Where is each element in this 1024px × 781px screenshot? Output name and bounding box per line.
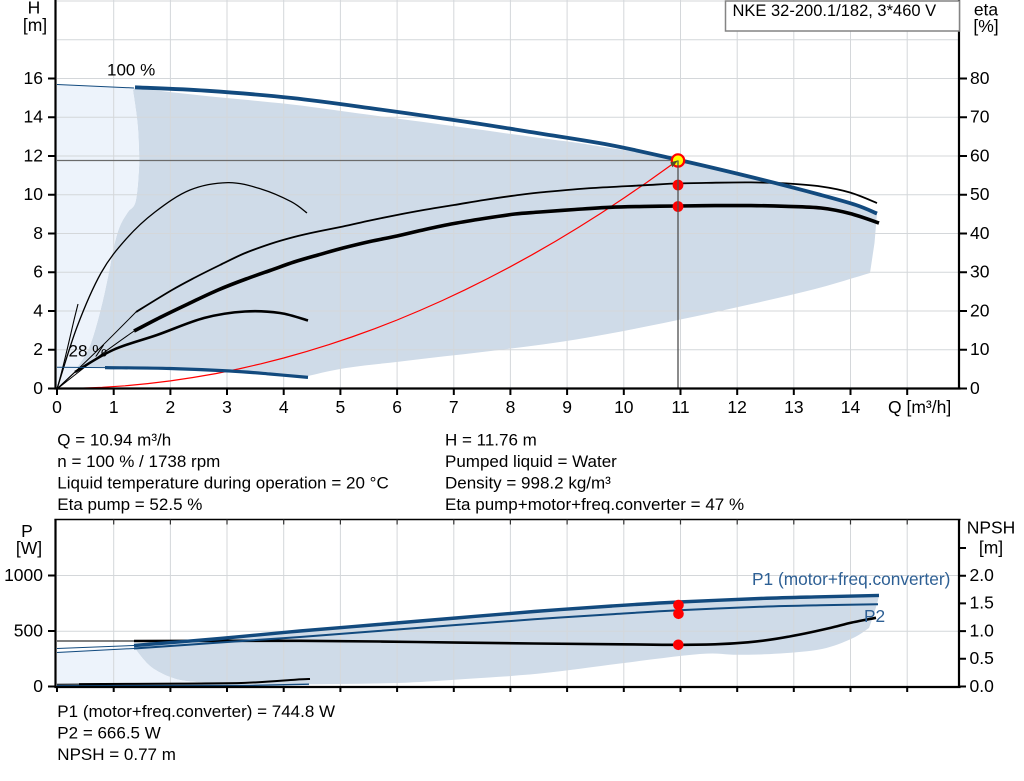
svg-text:10: 10 <box>614 397 634 417</box>
svg-text:NPSH: NPSH <box>967 518 1016 538</box>
svg-text:7: 7 <box>449 397 459 417</box>
svg-text:6: 6 <box>33 262 43 282</box>
svg-text:[%]: [%] <box>973 16 998 36</box>
svg-text:0.0: 0.0 <box>970 676 995 696</box>
svg-text:10: 10 <box>24 184 44 204</box>
svg-text:9: 9 <box>562 397 572 417</box>
svg-text:Eta pump = 52.5 %: Eta pump = 52.5 % <box>57 495 202 514</box>
svg-text:5: 5 <box>336 397 346 417</box>
svg-text:H: H <box>28 0 41 18</box>
svg-text:P2 = 666.5 W: P2 = 666.5 W <box>57 724 160 743</box>
svg-text:80: 80 <box>970 68 990 88</box>
svg-text:0: 0 <box>33 378 43 398</box>
svg-text:0.5: 0.5 <box>970 648 994 668</box>
svg-text:28 %: 28 % <box>69 342 108 361</box>
svg-text:2.0: 2.0 <box>970 565 995 585</box>
svg-text:14: 14 <box>841 397 861 417</box>
svg-text:16: 16 <box>24 68 43 88</box>
svg-text:40: 40 <box>970 223 990 243</box>
svg-text:0: 0 <box>970 378 980 398</box>
svg-text:14: 14 <box>24 107 44 127</box>
svg-text:4: 4 <box>279 397 289 417</box>
svg-text:NPSH = 0.77 m: NPSH = 0.77 m <box>57 745 176 764</box>
svg-text:[m]: [m] <box>23 15 47 35</box>
svg-text:100 %: 100 % <box>107 61 155 80</box>
svg-text:500: 500 <box>14 620 43 640</box>
svg-text:H = 11.76 m: H = 11.76 m <box>445 431 537 450</box>
svg-text:6: 6 <box>392 397 402 417</box>
svg-text:1: 1 <box>109 397 119 417</box>
svg-text:n = 100 % / 1738 rpm: n = 100 % / 1738 rpm <box>57 452 220 471</box>
svg-text:2: 2 <box>33 339 43 359</box>
svg-text:eta: eta <box>974 0 999 20</box>
svg-text:P: P <box>21 521 33 541</box>
svg-text:NKE 32-200.1/182, 3*460 V: NKE 32-200.1/182, 3*460 V <box>733 2 937 20</box>
svg-text:1.5: 1.5 <box>970 593 994 613</box>
svg-text:60: 60 <box>970 145 990 165</box>
svg-text:Q = 10.94 m³/h: Q = 10.94 m³/h <box>57 431 171 450</box>
svg-text:30: 30 <box>970 262 990 282</box>
svg-text:8: 8 <box>506 397 516 417</box>
svg-text:P1 (motor+freq.converter): P1 (motor+freq.converter) <box>752 569 950 589</box>
svg-text:Eta pump+motor+freq.converter: Eta pump+motor+freq.converter = 47 % <box>445 495 744 514</box>
svg-text:12: 12 <box>727 397 746 417</box>
svg-text:Q [m³/h]: Q [m³/h] <box>888 397 951 417</box>
svg-text:Pumped liquid = Water: Pumped liquid = Water <box>445 452 617 471</box>
svg-text:20: 20 <box>970 300 990 320</box>
svg-text:3: 3 <box>222 397 232 417</box>
svg-text:1000: 1000 <box>4 565 43 585</box>
svg-text:0: 0 <box>52 397 62 417</box>
svg-text:12: 12 <box>24 145 43 165</box>
svg-text:P2: P2 <box>864 606 885 626</box>
svg-text:1.0: 1.0 <box>970 620 995 640</box>
svg-text:70: 70 <box>970 107 990 127</box>
svg-text:50: 50 <box>970 184 990 204</box>
svg-text:4: 4 <box>33 300 43 320</box>
svg-text:2: 2 <box>165 397 175 417</box>
svg-text:0: 0 <box>33 676 43 696</box>
svg-text:10: 10 <box>970 339 990 359</box>
svg-text:[W]: [W] <box>16 538 42 558</box>
svg-text:Liquid temperature during oper: Liquid temperature during operation = 20… <box>57 474 388 493</box>
svg-text:P1 (motor+freq.converter) = 74: P1 (motor+freq.converter) = 744.8 W <box>57 702 335 721</box>
svg-text:13: 13 <box>784 397 803 417</box>
svg-text:8: 8 <box>33 223 43 243</box>
svg-text:[m]: [m] <box>979 538 1003 558</box>
svg-text:Density = 998.2 kg/m³: Density = 998.2 kg/m³ <box>445 474 611 493</box>
svg-text:11: 11 <box>671 397 689 417</box>
